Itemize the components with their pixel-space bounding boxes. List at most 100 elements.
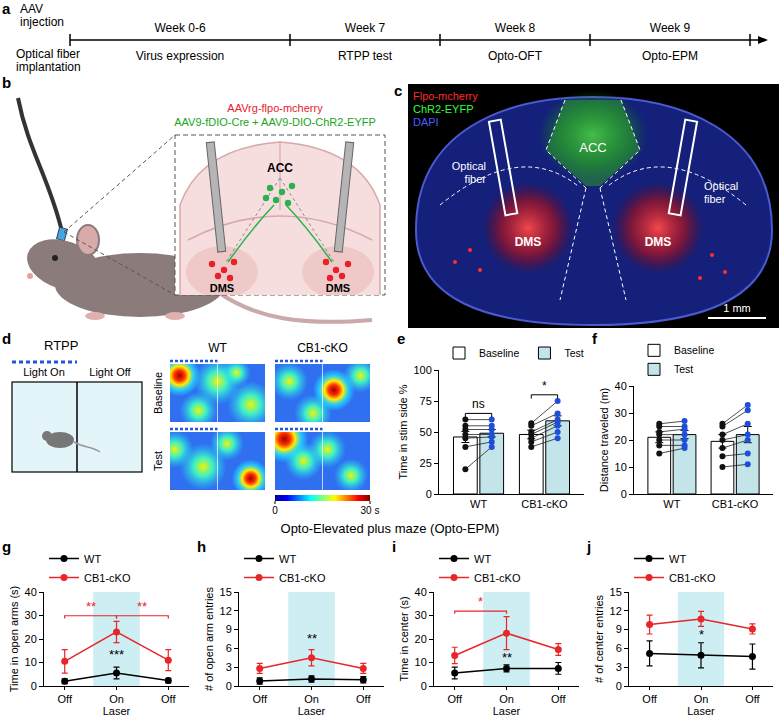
svg-text:Virus expression: Virus expression bbox=[136, 49, 225, 63]
svg-text:Week 0-6: Week 0-6 bbox=[154, 21, 205, 35]
svg-text:Off: Off bbox=[161, 693, 176, 705]
svg-text:Test: Test bbox=[674, 363, 693, 375]
svg-text:ChR2-EYFP: ChR2-EYFP bbox=[413, 103, 474, 115]
svg-text:h: h bbox=[197, 538, 206, 555]
svg-text:0: 0 bbox=[226, 680, 232, 692]
svg-text:Distance traveled (m): Distance traveled (m) bbox=[598, 388, 610, 493]
svg-text:10: 10 bbox=[25, 656, 37, 668]
svg-text:implantation: implantation bbox=[16, 60, 81, 74]
svg-text:Laser: Laser bbox=[687, 705, 715, 717]
svg-text:DMS: DMS bbox=[326, 282, 350, 294]
svg-text:0: 0 bbox=[421, 680, 427, 692]
svg-text:CB1-cKO: CB1-cKO bbox=[474, 572, 521, 584]
svg-text:9: 9 bbox=[616, 623, 622, 635]
svg-text:20: 20 bbox=[25, 633, 37, 645]
svg-text:Off: Off bbox=[356, 693, 371, 705]
svg-text:Laser: Laser bbox=[103, 705, 131, 717]
svg-text:On: On bbox=[499, 693, 514, 705]
svg-text:15: 15 bbox=[220, 586, 232, 598]
svg-text:d: d bbox=[2, 330, 11, 347]
svg-text:ACC: ACC bbox=[267, 161, 293, 175]
svg-text:CB1-cKO: CB1-cKO bbox=[84, 572, 131, 584]
svg-text:Off: Off bbox=[57, 693, 72, 705]
svg-text:*: * bbox=[478, 594, 483, 609]
svg-text:AAV9-fDIO-Cre + AAV9-DIO-ChR2-: AAV9-fDIO-Cre + AAV9-DIO-ChR2-EYFP bbox=[174, 116, 376, 128]
svg-text:Off: Off bbox=[642, 693, 657, 705]
svg-text:Baseline: Baseline bbox=[479, 347, 519, 359]
svg-text:25: 25 bbox=[420, 457, 432, 469]
svg-text:WT: WT bbox=[84, 553, 101, 565]
svg-text:Test: Test bbox=[564, 347, 583, 359]
svg-text:12: 12 bbox=[220, 605, 232, 617]
svg-text:CB1-cKO: CB1-cKO bbox=[712, 498, 759, 510]
svg-text:50: 50 bbox=[420, 426, 432, 438]
svg-text:WT: WT bbox=[470, 498, 487, 510]
svg-text:AAVrg-flpo-mcherry: AAVrg-flpo-mcherry bbox=[227, 102, 323, 114]
svg-text:RTPP test: RTPP test bbox=[338, 49, 393, 63]
svg-text:10: 10 bbox=[615, 461, 627, 473]
svg-text:WT: WT bbox=[663, 498, 680, 510]
svg-text:10: 10 bbox=[415, 656, 427, 668]
svg-text:WT: WT bbox=[474, 553, 491, 565]
svg-text:Flpo-mcherry: Flpo-mcherry bbox=[413, 90, 478, 102]
svg-text:injection: injection bbox=[20, 15, 64, 29]
svg-text:***: *** bbox=[109, 647, 124, 662]
svg-text:0: 0 bbox=[31, 680, 37, 692]
svg-text:15: 15 bbox=[610, 586, 622, 598]
svg-text:# of open arm entries: # of open arm entries bbox=[203, 587, 215, 691]
svg-text:Week 8: Week 8 bbox=[495, 21, 536, 35]
svg-text:fiber: fiber bbox=[704, 193, 726, 205]
svg-text:f: f bbox=[592, 330, 598, 347]
svg-text:DMS: DMS bbox=[645, 235, 672, 249]
svg-text:0: 0 bbox=[621, 488, 627, 500]
svg-text:Off: Off bbox=[745, 693, 760, 705]
svg-text:RTPP: RTPP bbox=[44, 338, 78, 353]
svg-text:6: 6 bbox=[616, 642, 622, 654]
svg-text:CB1-cKO: CB1-cKO bbox=[279, 572, 326, 584]
svg-text:*: * bbox=[699, 627, 704, 642]
svg-text:12: 12 bbox=[610, 605, 622, 617]
svg-text:Test: Test bbox=[152, 451, 164, 471]
svg-text:Optical fiber: Optical fiber bbox=[16, 47, 80, 61]
svg-text:Laser: Laser bbox=[493, 705, 521, 717]
svg-text:g: g bbox=[2, 538, 11, 555]
svg-text:Baseline: Baseline bbox=[674, 344, 714, 356]
svg-text:DAPI: DAPI bbox=[413, 116, 439, 128]
svg-text:CB1-cKO: CB1-cKO bbox=[521, 498, 568, 510]
svg-text:**: ** bbox=[86, 599, 96, 614]
svg-text:**: ** bbox=[137, 599, 147, 614]
svg-text:0: 0 bbox=[426, 488, 432, 500]
svg-text:40: 40 bbox=[615, 380, 627, 392]
svg-text:0: 0 bbox=[272, 505, 278, 516]
svg-text:75: 75 bbox=[420, 395, 432, 407]
svg-text:Off: Off bbox=[252, 693, 267, 705]
svg-text:ns: ns bbox=[472, 397, 485, 411]
svg-text:a: a bbox=[2, 0, 11, 17]
svg-text:30: 30 bbox=[25, 609, 37, 621]
svg-text:c: c bbox=[394, 82, 402, 99]
svg-text:40: 40 bbox=[25, 586, 37, 598]
svg-text:Time in stim side %: Time in stim side % bbox=[397, 384, 409, 479]
svg-text:On: On bbox=[304, 693, 319, 705]
svg-text:Opto-OFT: Opto-OFT bbox=[488, 49, 543, 63]
svg-text:Optical: Optical bbox=[452, 160, 486, 172]
svg-text:# of center entries: # of center entries bbox=[593, 594, 605, 683]
svg-text:j: j bbox=[586, 538, 591, 555]
svg-text:6: 6 bbox=[226, 642, 232, 654]
svg-text:WT: WT bbox=[208, 341, 227, 355]
svg-text:20: 20 bbox=[415, 633, 427, 645]
svg-text:Week 9: Week 9 bbox=[650, 21, 691, 35]
svg-text:3: 3 bbox=[616, 661, 622, 673]
svg-text:0: 0 bbox=[616, 680, 622, 692]
svg-text:40: 40 bbox=[415, 586, 427, 598]
svg-text:30: 30 bbox=[415, 609, 427, 621]
svg-text:e: e bbox=[397, 330, 405, 347]
svg-text:Opto-EPM: Opto-EPM bbox=[642, 49, 698, 63]
svg-text:Opto-Elevated plus maze (Opto-: Opto-Elevated plus maze (Opto-EPM) bbox=[281, 521, 500, 536]
svg-text:fiber: fiber bbox=[465, 173, 487, 185]
svg-text:1 mm: 1 mm bbox=[723, 302, 751, 314]
svg-text:AAV: AAV bbox=[20, 2, 43, 16]
svg-text:b: b bbox=[2, 74, 11, 91]
svg-text:Laser: Laser bbox=[298, 705, 326, 717]
svg-text:Week 7: Week 7 bbox=[345, 21, 386, 35]
